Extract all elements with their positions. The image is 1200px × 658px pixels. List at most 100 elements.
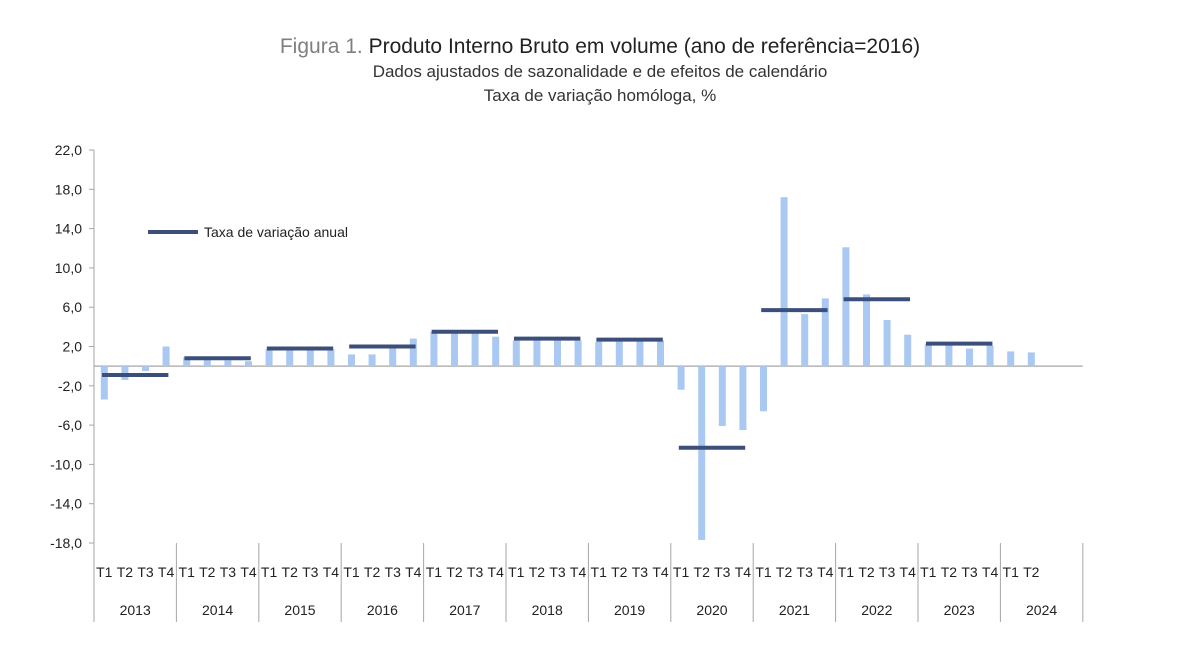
quarter-bar <box>698 366 706 540</box>
quarter-label: T2 <box>858 564 875 580</box>
quarter-bar <box>780 197 788 367</box>
quarter-bar <box>327 349 335 367</box>
quarter-label: T3 <box>797 564 814 580</box>
quarter-label: T2 <box>941 564 958 580</box>
quarter-bar <box>203 358 211 367</box>
quarter-bar <box>492 336 500 367</box>
year-label: 2017 <box>449 602 480 618</box>
quarter-label: T1 <box>343 564 360 580</box>
y-tick-label: 22,0 <box>55 142 82 158</box>
y-tick-label: -6,0 <box>58 417 82 433</box>
quarter-bar <box>245 361 252 367</box>
year-label: 2015 <box>284 602 315 618</box>
quarter-bar <box>451 330 458 367</box>
year-label: 2024 <box>1026 602 1057 618</box>
quarter-bar <box>512 340 520 367</box>
y-tick-label: 14,0 <box>55 221 82 237</box>
quarter-label: T1 <box>838 564 855 580</box>
figure-prefix: Figura 1. <box>279 35 363 58</box>
quarter-bar <box>430 331 438 367</box>
y-tick-label: 18,0 <box>55 181 82 197</box>
year-label: 2023 <box>944 602 975 618</box>
quarter-bar <box>471 332 479 367</box>
quarter-label: T3 <box>549 564 566 580</box>
quarter-bar <box>677 366 685 390</box>
quarter-label: T2 <box>611 564 628 580</box>
quarter-bar <box>574 340 582 367</box>
quarter-label: T1 <box>261 564 278 580</box>
chart-subtitle-1: Dados ajustados de sazonalidade e de efe… <box>372 62 828 81</box>
year-label: 2020 <box>696 602 727 618</box>
y-tick-label: 2,0 <box>63 339 83 355</box>
year-label: 2022 <box>861 602 892 618</box>
quarter-label: T2 <box>776 564 793 580</box>
quarter-label: T3 <box>714 564 731 580</box>
quarter-bar <box>409 338 417 367</box>
quarter-bar <box>718 366 726 426</box>
quarter-label: T4 <box>817 564 834 580</box>
quarter-bar <box>142 366 149 371</box>
chart-titles: Figura 1. Produto Interno Bruto em volum… <box>0 34 1200 108</box>
figure-title: Produto Interno Bruto em volume (ano de … <box>368 35 921 58</box>
y-tick-label: -10,0 <box>50 456 82 472</box>
y-tick-label: -2,0 <box>58 378 82 394</box>
quarter-bar <box>821 298 829 367</box>
quarter-label: T3 <box>220 564 237 580</box>
y-tick-label: -14,0 <box>50 496 82 512</box>
quarter-label: T3 <box>302 564 319 580</box>
quarter-bar <box>966 348 973 367</box>
chart-subtitle-2: Taxa de variação homóloga, % <box>483 86 717 105</box>
quarter-label: T2 <box>117 564 134 580</box>
quarter-bar <box>904 334 912 367</box>
y-tick-label: 10,0 <box>55 260 82 276</box>
quarter-bar <box>183 357 191 367</box>
quarter-bar <box>657 340 664 367</box>
year-label: 2014 <box>202 602 233 618</box>
quarter-label: T4 <box>982 564 999 580</box>
quarter-bar <box>306 350 314 367</box>
y-tick-label: -18,0 <box>50 535 82 551</box>
quarter-label: T4 <box>570 564 587 580</box>
quarter-bar <box>986 345 994 367</box>
quarter-label: T1 <box>96 564 113 580</box>
quarter-bar <box>883 320 891 367</box>
quarter-label: T2 <box>364 564 381 580</box>
quarter-label: T2 <box>694 564 711 580</box>
quarter-bar <box>945 343 953 367</box>
year-label: 2019 <box>614 602 645 618</box>
legend-label: Taxa de variação anual <box>204 224 348 240</box>
quarter-label: T4 <box>652 564 669 580</box>
quarter-bar <box>368 354 376 367</box>
quarter-bar <box>162 346 170 367</box>
quarter-bar <box>348 354 355 367</box>
quarter-bar <box>636 340 644 367</box>
quarter-bar <box>801 314 809 367</box>
quarter-label: T1 <box>920 564 937 580</box>
chart-title: Figura 1. Produto Interno Bruto em volum… <box>0 34 1200 60</box>
quarter-label: T4 <box>240 564 257 580</box>
quarter-label: T2 <box>199 564 216 580</box>
quarter-label: T3 <box>385 564 402 580</box>
quarter-label: T4 <box>735 564 752 580</box>
quarter-bar <box>554 339 561 367</box>
year-label: 2016 <box>367 602 398 618</box>
quarter-label: T1 <box>426 564 443 580</box>
quarter-label: T1 <box>179 564 196 580</box>
quarter-label: T4 <box>900 564 917 580</box>
quarter-label: T4 <box>405 564 422 580</box>
quarter-bar <box>1027 352 1035 367</box>
y-tick-label: 6,0 <box>63 299 83 315</box>
quarter-label: T1 <box>1003 564 1020 580</box>
quarter-bar <box>863 294 870 367</box>
quarter-bar <box>739 366 747 430</box>
quarter-label: T3 <box>137 564 154 580</box>
quarter-bar <box>615 340 623 367</box>
quarter-bar <box>595 341 603 367</box>
year-label: 2013 <box>120 602 151 618</box>
year-label: 2018 <box>532 602 563 618</box>
quarter-label: T1 <box>673 564 690 580</box>
quarter-label: T4 <box>323 564 340 580</box>
quarter-bar <box>265 349 273 367</box>
